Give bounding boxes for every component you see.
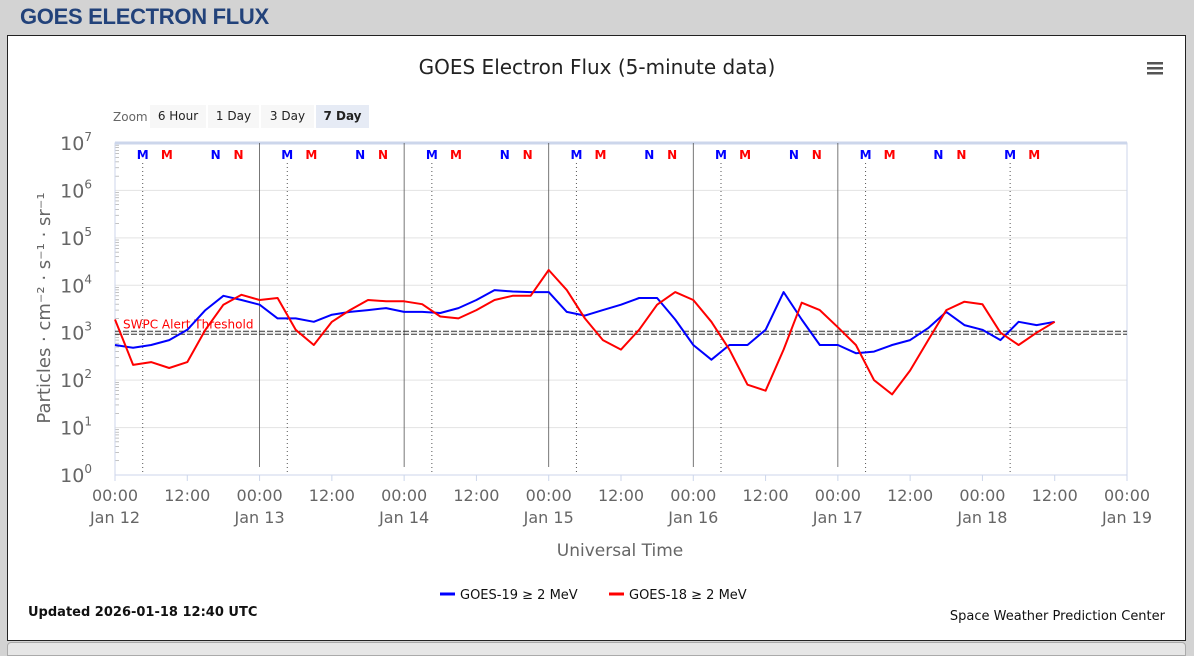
x-tick-date: Jan 16 [667, 508, 718, 527]
y-tick-label: 101 [60, 415, 92, 440]
y-tick-label: 106 [60, 177, 92, 202]
x-tick-time: 12:00 [453, 486, 499, 505]
orbit-marker-n: N [355, 148, 365, 162]
x-tick-time: 00:00 [959, 486, 1005, 505]
zoom-button-label[interactable]: 6 Hour [158, 109, 198, 123]
chart-title: GOES Electron Flux (5-minute data) [419, 55, 776, 79]
legend-label[interactable]: GOES-19 ≥ 2 MeV [460, 588, 578, 603]
updated-timestamp: Updated 2026-01-18 12:40 UTC [28, 605, 257, 620]
x-tick-date: Jan 19 [1101, 508, 1152, 527]
orbit-marker-n: N [500, 148, 510, 162]
orbit-marker-n: N [933, 148, 943, 162]
zoom-button-6-hour[interactable]: 6 Hour [150, 105, 206, 128]
orbit-marker-m: M [281, 148, 293, 162]
orbit-marker-n: N [812, 148, 822, 162]
zoom-label: Zoom [113, 110, 148, 124]
y-tick-label: 107 [60, 130, 92, 155]
legend-item-goes-18[interactable]: GOES-18 ≥ 2 MeV [609, 588, 747, 603]
zoom-button-1-day[interactable]: 1 Day [208, 105, 259, 128]
orbit-marker-m: M [1028, 148, 1040, 162]
hamburger-menu-icon[interactable] [1147, 62, 1163, 75]
x-tick-time: 00:00 [92, 486, 138, 505]
x-tick-time: 12:00 [164, 486, 210, 505]
x-tick-date: Jan 14 [378, 508, 429, 527]
y-axis-label: Particles · cm⁻² · s⁻¹ · sr⁻¹ [34, 192, 55, 423]
orbit-marker-m: M [860, 148, 872, 162]
orbit-marker-m: M [739, 148, 751, 162]
zoom-button-7-day[interactable]: 7 Day [316, 105, 369, 128]
orbit-marker-m: M [715, 148, 727, 162]
orbit-marker-m: M [1004, 148, 1016, 162]
orbit-marker-m: M [137, 148, 149, 162]
x-axis-label: Universal Time [557, 541, 683, 561]
zoom-button-label[interactable]: 3 Day [270, 109, 305, 123]
x-tick-time: 00:00 [670, 486, 716, 505]
orbit-marker-n: N [378, 148, 388, 162]
x-tick-date: Jan 13 [234, 508, 285, 527]
x-tick-date: Jan 12 [89, 508, 140, 527]
zoom-button-label[interactable]: 7 Day [323, 109, 361, 123]
orbit-marker-m: M [305, 148, 317, 162]
orbit-marker-n: N [644, 148, 654, 162]
orbit-marker-m: M [884, 148, 896, 162]
orbit-marker-n: N [956, 148, 966, 162]
x-tick-time: 12:00 [887, 486, 933, 505]
orbit-marker-m: M [161, 148, 173, 162]
orbit-marker-n: N [667, 148, 677, 162]
series-line-goes-19 [115, 290, 1055, 360]
legend-label[interactable]: GOES-18 ≥ 2 MeV [629, 588, 747, 603]
y-tick-label: 103 [60, 320, 92, 345]
y-tick-label: 100 [60, 462, 92, 487]
x-tick-time: 12:00 [743, 486, 789, 505]
x-tick-date: Jan 18 [956, 508, 1007, 527]
x-tick-time: 00:00 [381, 486, 427, 505]
x-tick-time: 12:00 [309, 486, 355, 505]
series-line-goes-18 [115, 270, 1055, 394]
zoom-button-label[interactable]: 1 Day [216, 109, 251, 123]
orbit-marker-n: N [789, 148, 799, 162]
x-tick-time: 12:00 [1032, 486, 1078, 505]
x-tick-time: 00:00 [815, 486, 861, 505]
orbit-marker-n: N [523, 148, 533, 162]
legend-item-goes-19[interactable]: GOES-19 ≥ 2 MeV [440, 588, 578, 603]
orbit-marker-n: N [233, 148, 243, 162]
orbit-marker-n: N [211, 148, 221, 162]
y-tick-label: 102 [60, 367, 92, 392]
x-tick-date: Jan 15 [523, 508, 574, 527]
zoom-button-3-day[interactable]: 3 Day [261, 105, 314, 128]
y-tick-label: 104 [60, 272, 92, 297]
x-tick-time: 00:00 [526, 486, 572, 505]
orbit-marker-m: M [450, 148, 462, 162]
orbit-marker-m: M [570, 148, 582, 162]
y-tick-label: 105 [60, 225, 92, 250]
x-tick-time: 00:00 [237, 486, 283, 505]
x-tick-date: Jan 17 [812, 508, 863, 527]
x-tick-time: 12:00 [598, 486, 644, 505]
orbit-marker-m: M [426, 148, 438, 162]
x-tick-time: 00:00 [1104, 486, 1150, 505]
orbit-marker-m: M [595, 148, 607, 162]
credit-text: Space Weather Prediction Center [950, 609, 1166, 624]
